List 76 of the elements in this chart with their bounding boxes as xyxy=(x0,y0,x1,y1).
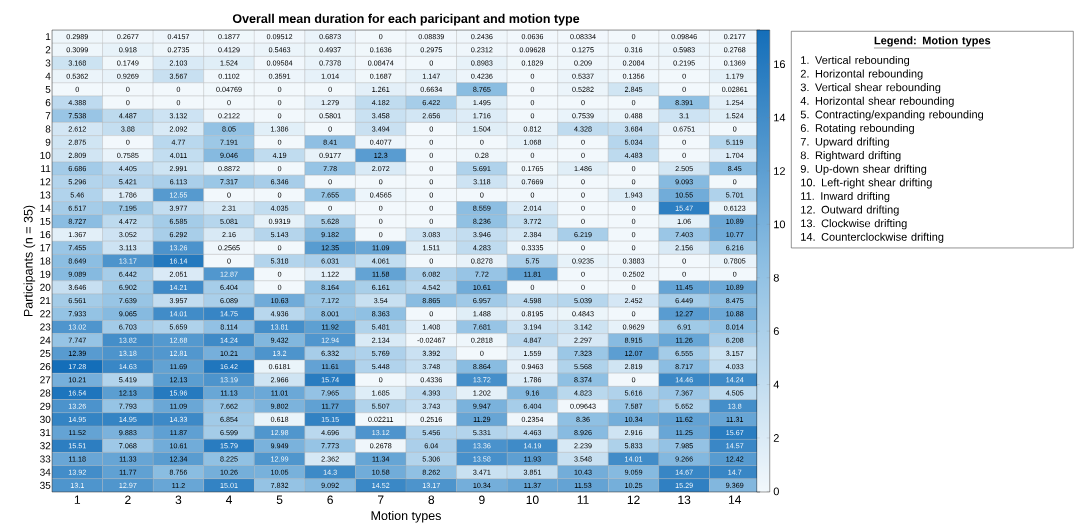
color-bar-label: 14 xyxy=(774,113,786,122)
y-tick-label: 10 xyxy=(40,151,51,159)
color-bar-label: 12 xyxy=(774,167,785,175)
y-tick-label: 28 xyxy=(40,389,51,397)
x-tick-label: 8 xyxy=(428,495,435,505)
x-tick-label: 6 xyxy=(327,495,333,505)
y-tick-label: 32 xyxy=(40,442,51,450)
y-tick-label: 35 xyxy=(40,481,51,489)
text: 2. Horizontal rebounding xyxy=(800,69,923,80)
x-tick-label: 1 xyxy=(74,495,81,504)
y-tick-label: 4 xyxy=(45,72,51,80)
x-tick-label: 11 xyxy=(577,495,589,504)
y-tick-label: 9 xyxy=(45,138,51,146)
y-tick-label: 22 xyxy=(40,310,51,318)
x-tick-label: 5 xyxy=(276,495,283,504)
color-bar-label: 8 xyxy=(773,273,779,282)
x-tick-label: 10 xyxy=(526,495,539,505)
y-tick-label: 8 xyxy=(45,125,51,133)
y-tick-label: 20 xyxy=(40,283,51,291)
y-tick-label: 3 xyxy=(45,59,51,67)
text: 5. Contracting/expanding rebounding xyxy=(800,110,984,121)
x-axis-title: Motion types xyxy=(371,510,441,523)
x-tick-label: 12 xyxy=(627,495,640,504)
y-tick-label: 33 xyxy=(40,455,51,463)
x-tick-label: 3 xyxy=(175,495,182,505)
text: 14. Counterclockwise drifting xyxy=(801,232,944,243)
x-tick-label: 7 xyxy=(377,495,384,504)
color-bar-label: 0 xyxy=(773,487,779,496)
color-bar-label: 2 xyxy=(773,434,779,442)
text: 3. Vertical shear rebounding xyxy=(800,83,941,94)
y-tick-label: 21 xyxy=(40,297,51,305)
y-tick-label: 1 xyxy=(46,33,51,41)
text: 11. Inward drifting xyxy=(801,191,890,203)
y-tick-label: 5 xyxy=(45,85,51,93)
text: 9. Up-down shear drifting xyxy=(800,164,927,175)
y-tick-label: 18 xyxy=(40,257,51,265)
legend-title: Legend: Motion types xyxy=(874,36,991,47)
color-bar-label: 16 xyxy=(774,60,786,69)
color-bar-label: 10 xyxy=(774,220,786,229)
y-tick-label: 13 xyxy=(40,191,51,199)
x-tick-label: 13 xyxy=(678,495,691,505)
text: 4. Horizontal shear rebounding xyxy=(800,96,954,107)
text: 1. Vertical rebounding xyxy=(801,55,910,67)
y-tick-label: 14 xyxy=(40,204,51,212)
y-tick-label: 24 xyxy=(40,336,51,344)
y-tick-label: 25 xyxy=(40,349,51,357)
y-tick-label: 15 xyxy=(40,217,51,225)
y-tick-label: 16 xyxy=(40,231,51,239)
y-axis-title: Participants (n = 35) xyxy=(23,205,36,317)
text: 7. Upward drifting xyxy=(800,137,889,148)
color-bar-label: 4 xyxy=(773,380,780,389)
y-tick-label: 23 xyxy=(40,323,51,331)
y-tick-label: 29 xyxy=(40,402,51,410)
chart-title: Overall mean duration for each paricipant and motion type xyxy=(232,13,580,26)
y-tick-label: 27 xyxy=(40,376,51,384)
y-tick-label: 17 xyxy=(40,244,51,252)
y-tick-label: 2 xyxy=(45,46,51,54)
y-tick-label: 11 xyxy=(41,165,51,173)
y-tick-label: 34 xyxy=(40,468,51,476)
x-tick-label: 9 xyxy=(479,495,485,505)
y-tick-label: 30 xyxy=(40,415,51,423)
y-tick-label: 7 xyxy=(45,112,51,120)
color-bar-label: 6 xyxy=(773,327,779,336)
text: 10. Left-right shear drifting xyxy=(801,178,932,189)
text: 6. Rotating rebounding xyxy=(800,123,914,135)
y-tick-label: 26 xyxy=(40,363,51,371)
x-tick-label: 14 xyxy=(728,495,742,504)
y-tick-label: 12 xyxy=(40,178,51,186)
text: 13. Clockwise drifting xyxy=(801,219,907,230)
x-tick-label: 2 xyxy=(125,495,131,504)
x-tick-label: 4 xyxy=(225,495,232,504)
text: 8. Rightward drifting xyxy=(800,151,901,162)
y-tick-label: 31 xyxy=(40,429,51,437)
y-tick-label: 6 xyxy=(45,99,51,107)
text: 12. Outward drifting xyxy=(801,205,899,216)
y-tick-label: 19 xyxy=(40,270,51,278)
